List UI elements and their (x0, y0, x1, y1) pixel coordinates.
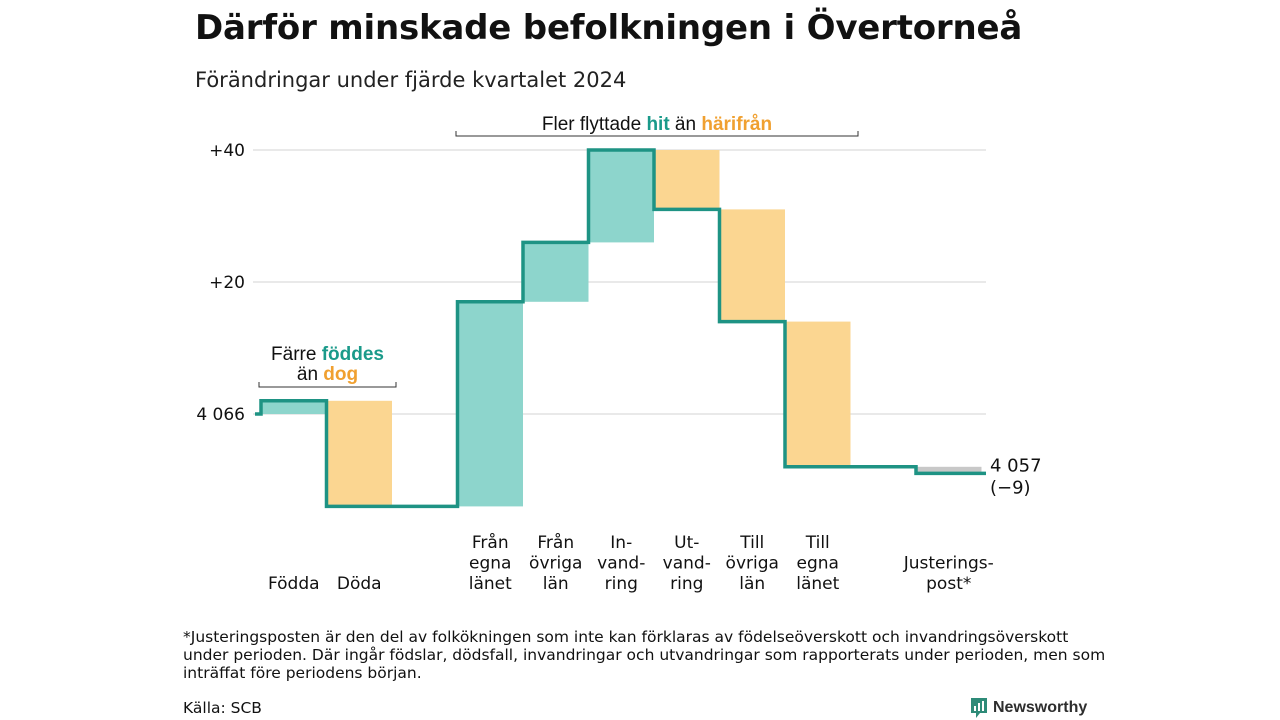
annotation-migration-part-2: än (670, 114, 702, 135)
cumulative-step-line (255, 148, 986, 509)
bar-doda (326, 400, 392, 507)
category-label-invandring-0: In- (610, 533, 632, 553)
category-label-till-egna-1: egna (797, 554, 839, 574)
bar-fodda (261, 400, 327, 414)
category-label-fran-ovriga-0: Från (537, 532, 574, 553)
category-label-till-ovriga-0: Till (739, 533, 764, 553)
annotation-migration-part-0: Fler flyttade (542, 114, 647, 135)
category-label-fran-egna-1: egna (469, 554, 511, 574)
annotation-births-line-2-part-0: än (297, 364, 323, 385)
annotation-births-line-1-part-1: föddes (322, 344, 384, 365)
annotation-migration: Fler flyttade hit än härifrån (542, 114, 772, 135)
annotation-migration-part-1: hit (646, 114, 670, 135)
category-label-justering-0: Justerings- (903, 554, 994, 574)
bar-justering (916, 466, 982, 474)
category-label-till-egna-2: länet (796, 574, 839, 594)
category-label-till-ovriga-2: län (739, 574, 765, 594)
category-label-fran-egna-0: Från (472, 532, 509, 553)
source: Källa: SCB (183, 699, 262, 717)
category-label-till-egna-0: Till (805, 533, 830, 553)
newsworthy-brand[interactable]: Newsworthy (969, 697, 1087, 719)
bar-fran-ovriga (523, 242, 589, 302)
end-change-label: (−9) (990, 477, 1031, 498)
annotation-births-line-2: än dog (297, 364, 358, 385)
chart-title: Därför minskade befolkningen i Övertorne… (195, 8, 1023, 48)
annotation-births-line-2-part-1: dog (323, 364, 358, 385)
bar-fran-egna (457, 301, 523, 507)
brand-name: Newsworthy (993, 699, 1088, 716)
bar-till-egna (785, 321, 851, 467)
category-label-utvandring-1: vand- (663, 554, 711, 574)
category-label-justering-1: post* (926, 574, 971, 594)
category-label-doda-0: Döda (337, 574, 382, 594)
category-label-utvandring-2: ring (670, 574, 703, 594)
category-label-invandring-2: ring (605, 574, 638, 594)
category-label-fran-ovriga-2: län (543, 574, 569, 594)
end-value-label: 4 057 (990, 455, 1042, 476)
category-label-fran-ovriga-1: övriga (529, 554, 582, 574)
annotation-births-bracket (258, 382, 397, 388)
y-tick-label-start: 4 066 (196, 405, 245, 425)
annotation-births-line-1-part-0: Färre (271, 344, 322, 365)
footnote: *Justeringsposten är den del av folkökni… (183, 628, 1106, 682)
annotation-migration-part-3: härifrån (701, 114, 772, 135)
category-label-fodda-0: Födda (268, 574, 320, 594)
y-tick-label-20: +20 (209, 273, 245, 293)
category-label-utvandring-0: Ut- (674, 533, 699, 553)
annotation-births-line-1: Färre föddes (271, 344, 384, 365)
bar-invandring (588, 150, 654, 243)
category-label-fran-egna-2: länet (469, 574, 512, 594)
bar-till-ovriga (719, 209, 785, 322)
annotation-migration-bracket (455, 131, 859, 137)
bar-utvandring (654, 150, 720, 210)
y-tick-label-40: +40 (209, 141, 245, 161)
newsworthy-logo-icon (971, 698, 987, 718)
category-label-invandring-1: vand- (597, 554, 645, 574)
category-label-till-ovriga-1: övriga (726, 554, 779, 574)
chart-subtitle: Förändringar under fjärde kvartalet 2024 (195, 68, 627, 92)
